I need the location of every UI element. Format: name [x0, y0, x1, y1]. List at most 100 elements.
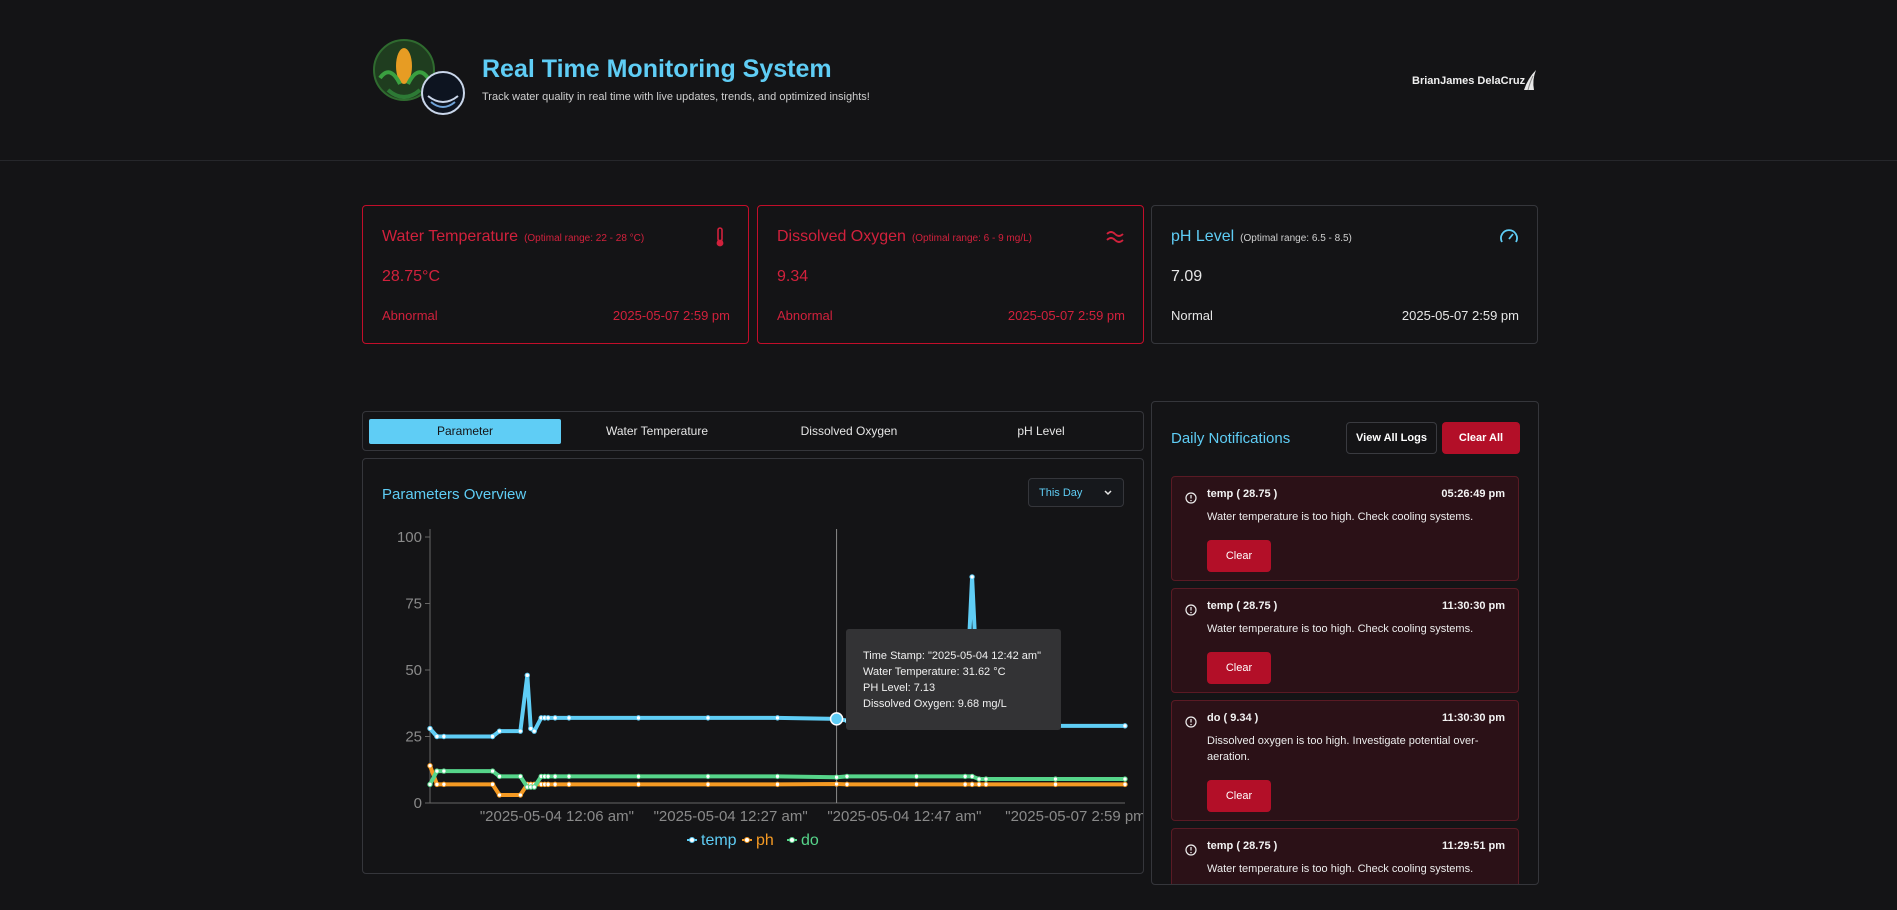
y-tick-label: 50 — [405, 662, 422, 679]
notification-message: Dissolved oxygen is too high. Investigat… — [1207, 735, 1479, 763]
data-point-ph — [844, 781, 850, 788]
alert-circle-icon — [1185, 604, 1197, 616]
alert-circle-icon — [1185, 716, 1197, 728]
tab-water-temperature[interactable]: Water Temperature — [605, 424, 709, 438]
gauge-icon — [1500, 229, 1518, 243]
user-avatar[interactable] — [1518, 68, 1542, 92]
legend-label-do: do — [801, 832, 819, 849]
data-point-do — [489, 768, 496, 774]
y-tick-label: 25 — [405, 729, 422, 746]
clear-all-button[interactable]: Clear All — [1442, 422, 1520, 454]
data-point-do — [913, 773, 920, 780]
legend-label-ph: ph — [756, 832, 774, 849]
data-point-temp — [774, 715, 781, 721]
y-tick-label: 0 — [414, 795, 422, 812]
data-point-do — [566, 773, 572, 780]
metric-value: 9.34 — [777, 268, 809, 285]
data-point-ph — [1122, 781, 1128, 788]
data-point-ph — [962, 781, 968, 788]
app-title: Real Time Monitoring System — [482, 55, 832, 83]
tooltip-line: Dissolved Oxygen: 9.68 mg/L — [863, 698, 1007, 710]
parameters-overview-card: Parameters Overview This Day 0 25 50 75 100 "… — [362, 458, 1144, 874]
tab-ph-level[interactable]: pH Level — [1017, 424, 1065, 438]
daily-notifications-panel: Daily Notifications View All Logs Clear … — [1151, 401, 1539, 885]
metric-card-water-temperature: Water Temperature (Optimal range: 22 - 28… — [362, 205, 749, 344]
data-point-do — [635, 773, 642, 780]
time-range-select[interactable]: This Day — [1028, 478, 1124, 507]
x-tick-label: "2025-05-04 12:06 am" — [480, 808, 634, 825]
notification-item: temp ( 28.75 ) 11:30:30 pm Water tempera… — [1171, 588, 1519, 693]
data-point-temp — [635, 715, 642, 721]
chevron-down-icon — [1104, 490, 1112, 496]
legend-marker-ph — [744, 837, 750, 843]
thermometer-icon — [716, 227, 724, 247]
metric-status: Abnormal — [382, 308, 438, 323]
clear-notification-button[interactable]: Clear — [1207, 540, 1271, 572]
data-point-do — [833, 774, 840, 780]
data-point-do — [962, 773, 968, 780]
data-point-ph — [496, 792, 503, 798]
metric-title: Water Temperature — [382, 228, 519, 245]
data-point-ph — [635, 781, 642, 788]
parameters-line-chart[interactable]: 0 25 50 75 100 "2025-05-04 12:06 am" "2025-05-… — [363, 459, 1143, 873]
app-subtitle: Track water quality in real time with li… — [482, 91, 870, 103]
x-tick-label: "2025-05-07 2:59 pm" — [1005, 808, 1143, 825]
data-point-ph — [983, 781, 989, 788]
data-point-temp — [434, 733, 440, 740]
y-tick-label: 75 — [405, 596, 422, 613]
data-point-temp — [528, 725, 534, 732]
tab-parameter[interactable]: Parameter — [369, 419, 561, 444]
clear-notification-button[interactable]: Clear — [1207, 652, 1271, 684]
metric-title: Dissolved Oxygen — [777, 228, 906, 245]
metric-card-dissolved-oxygen: Dissolved Oxygen (Optimal range: 6 - 9 mg… — [757, 205, 1144, 344]
notification-time: 11:29:51 pm — [1442, 840, 1505, 852]
notification-time: 11:30:30 pm — [1442, 600, 1505, 612]
data-point-ph — [976, 781, 982, 788]
data-point-temp — [524, 672, 531, 679]
data-point-do — [517, 773, 524, 780]
metric-value: 28.75°C — [382, 268, 440, 285]
alert-circle-icon — [1185, 492, 1197, 504]
data-point-ph — [774, 781, 781, 788]
notification-item: temp ( 28.75 ) 11:29:51 pm Water tempera… — [1171, 828, 1519, 884]
metric-range: (Optimal range: 6.5 - 8.5) — [1240, 233, 1352, 244]
data-point-do — [976, 776, 982, 782]
data-point-temp — [705, 715, 711, 721]
parameter-tabs: Parameter Water Temperature Dissolved Ox… — [362, 411, 1144, 451]
view-all-logs-button[interactable]: View All Logs — [1346, 422, 1437, 454]
data-point-do — [774, 773, 781, 780]
data-point-temp — [517, 728, 524, 734]
notification-message: Water temperature is too high. Check coo… — [1207, 863, 1474, 875]
data-point-do — [545, 773, 551, 780]
data-point-do — [844, 773, 850, 780]
clear-notification-button[interactable]: Clear — [1207, 780, 1271, 812]
x-tick-label: "2025-05-04 12:27 am" — [654, 808, 808, 825]
data-point-ph — [969, 781, 975, 788]
hover-point — [829, 712, 844, 726]
bfar-logo — [421, 71, 465, 115]
data-point-do — [434, 768, 440, 774]
legend-marker-temp — [689, 837, 695, 843]
data-point-do — [1052, 776, 1059, 782]
data-point-temp — [1122, 723, 1128, 729]
notification-label: temp ( 28.75 ) — [1207, 488, 1278, 500]
waves-icon — [1106, 231, 1124, 243]
data-point-temp — [531, 728, 537, 734]
metric-card-ph-level: pH Level (Optimal range: 6.5 - 8.5) 7.09 … — [1151, 205, 1538, 344]
notification-label: do ( 9.34 ) — [1207, 712, 1259, 724]
metric-status: Normal — [1171, 308, 1213, 323]
data-point-ph — [545, 781, 551, 788]
data-point-temp — [489, 733, 496, 740]
data-point-temp — [566, 715, 572, 721]
metric-value: 7.09 — [1171, 268, 1203, 285]
notification-time: 05:26:49 pm — [1441, 488, 1505, 500]
tab-dissolved-oxygen[interactable]: Dissolved Oxygen — [800, 424, 898, 438]
metric-range: (Optimal range: 6 - 9 mg/L) — [911, 233, 1032, 244]
notifications-title: Daily Notifications — [1171, 430, 1291, 447]
app-header: Real Time Monitoring System Track water … — [0, 0, 1897, 161]
x-tick-label: "2025-05-04 12:47 am" — [827, 808, 981, 825]
user-name[interactable]: BrianJames DelaCruz — [1412, 75, 1526, 87]
notification-label: temp ( 28.75 ) — [1207, 600, 1278, 612]
data-point-ph — [434, 781, 440, 788]
tooltip-line: Time Stamp: "2025-05-04 12:42 am" — [863, 650, 1041, 662]
